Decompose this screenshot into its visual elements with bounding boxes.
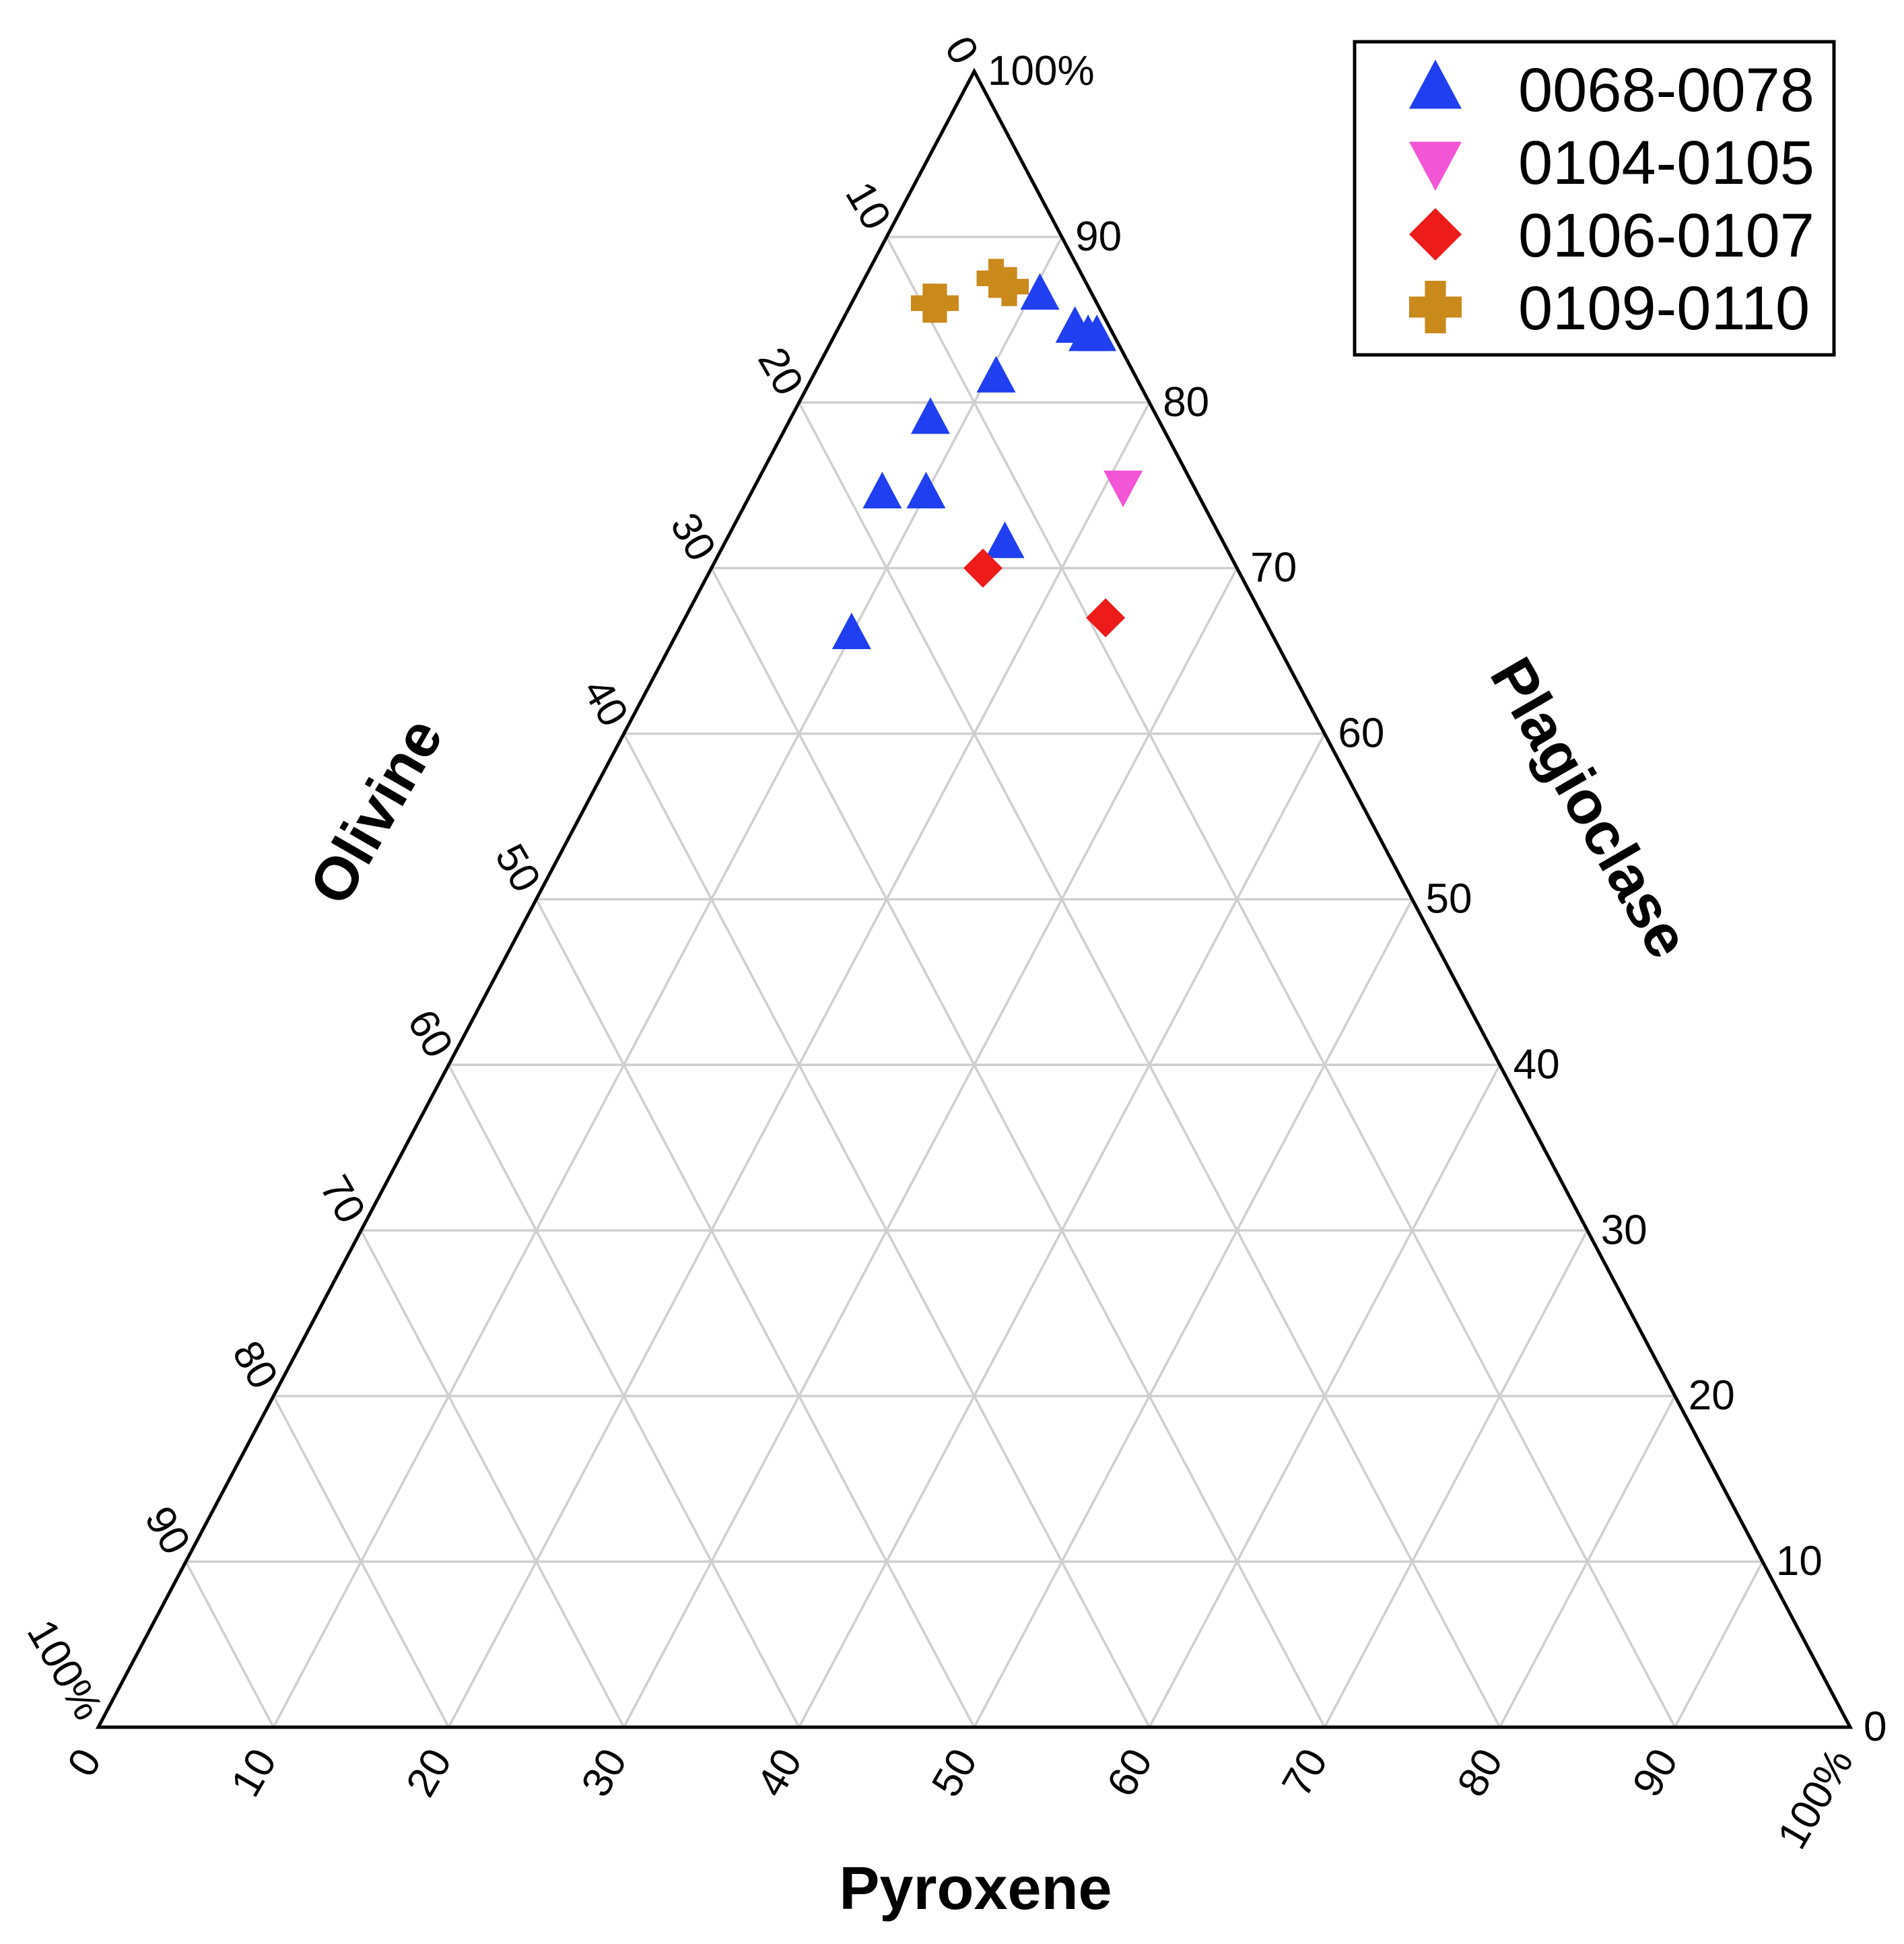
legend-item-0106-0107: 0106-0107 xyxy=(1409,201,1814,270)
legend-marker-0104-0105 xyxy=(1409,141,1462,191)
legend-item-0068-0078: 0068-0078 xyxy=(1409,56,1814,125)
gridline-pyroxene-90 xyxy=(1674,1561,1764,1728)
gridline-pyroxene-50 xyxy=(973,898,1414,1728)
legend-marker-0106-0107 xyxy=(1409,208,1462,261)
series-0106-0107 xyxy=(963,548,1126,638)
data-point-0106-0107-0 xyxy=(963,548,1003,588)
gridline-olivine-50 xyxy=(535,898,976,1728)
gridline-olivine-90 xyxy=(184,1561,275,1728)
legend-item-0109-0110: 0109-0110 xyxy=(1409,274,1810,343)
plagioclase-axis-title: Plagioclase xyxy=(1477,647,1702,970)
pyroxene-tick-4: 40 xyxy=(748,1741,811,1805)
plagioclase-tick-10: 100% xyxy=(988,48,1095,94)
data-points xyxy=(831,259,1143,649)
data-point-0109-0110-1 xyxy=(919,283,959,323)
data-point-0068-0078-0 xyxy=(1020,273,1060,310)
plagioclase-tick-5: 50 xyxy=(1426,876,1472,923)
frame-layer xyxy=(95,67,1854,1729)
plagioclase-tick-3: 30 xyxy=(1601,1207,1647,1253)
plagioclase-tick-1: 10 xyxy=(1776,1538,1823,1584)
pyroxene-tick-10: 100% xyxy=(1769,1741,1862,1857)
pyroxene-tick-3: 30 xyxy=(572,1741,636,1805)
pyroxene-tick-9: 90 xyxy=(1624,1741,1687,1805)
gridline-olivine-70 xyxy=(360,1230,625,1728)
data-point-0104-0105-0 xyxy=(1103,470,1143,508)
data-point-0068-0078-8 xyxy=(985,521,1025,558)
pyroxene-tick-7: 70 xyxy=(1273,1741,1336,1805)
legend-marker-0068-0078 xyxy=(1409,59,1462,109)
gridline-pyroxene-10 xyxy=(272,236,1063,1728)
olivine-tick-0: 0 xyxy=(936,29,988,72)
pyroxene-tick-1: 10 xyxy=(222,1741,285,1805)
data-point-0109-0110-3 xyxy=(990,267,1029,306)
plagioclase-tick-0: 0 xyxy=(1864,1704,1886,1750)
series-0104-0105 xyxy=(1103,470,1143,508)
series-0068-0078 xyxy=(831,273,1117,649)
plagioclase-tick-8: 80 xyxy=(1163,379,1209,426)
data-point-0068-0078-5 xyxy=(910,397,950,434)
plagioclase-tick-4: 40 xyxy=(1514,1041,1560,1087)
pyroxene-tick-8: 80 xyxy=(1448,1741,1511,1805)
data-point-0068-0078-6 xyxy=(906,471,946,508)
pyroxene-tick-5: 50 xyxy=(923,1741,986,1805)
pyroxene-tick-0: 0 xyxy=(59,1741,110,1784)
legend-label-0109-0110: 0109-0110 xyxy=(1518,274,1810,343)
data-point-0106-0107-1 xyxy=(1086,598,1126,638)
pyroxene-tick-6: 60 xyxy=(1098,1741,1161,1805)
data-point-0109-0110-2 xyxy=(976,259,1016,298)
plagioclase-tick-6: 60 xyxy=(1338,710,1384,757)
data-point-0068-0078-9 xyxy=(831,612,871,649)
data-point-0068-0078-7 xyxy=(862,471,902,508)
olivine-axis-title: Olivine xyxy=(297,707,456,916)
legend-label-0106-0107: 0106-0107 xyxy=(1518,201,1814,270)
gridline-olivine-30 xyxy=(710,567,1326,1728)
legend-label-0068-0078: 0068-0078 xyxy=(1518,56,1814,125)
pyroxene-tick-2: 20 xyxy=(397,1741,461,1805)
plagioclase-tick-7: 70 xyxy=(1250,545,1297,591)
data-point-0068-0078-3 xyxy=(1077,314,1117,351)
series-0109-0110 xyxy=(910,259,1029,323)
data-point-0068-0078-4 xyxy=(976,356,1016,393)
legend-item-0104-0105: 0104-0105 xyxy=(1409,129,1814,197)
triangle-frame xyxy=(95,67,1854,1729)
grid-layer xyxy=(184,236,1764,1728)
gridline-pyroxene-70 xyxy=(1323,1230,1589,1728)
gridline-pyroxene-30 xyxy=(623,567,1238,1728)
pyroxene-axis-title: Pyroxene xyxy=(839,1855,1112,1922)
gridline-olivine-10 xyxy=(885,236,1676,1728)
olivine-tick-10: 100% xyxy=(18,1612,112,1728)
plagioclase-tick-2: 20 xyxy=(1689,1372,1735,1419)
legend-label-0104-0105: 0104-0105 xyxy=(1518,129,1814,197)
plagioclase-tick-9: 90 xyxy=(1075,213,1122,260)
legend-marker-0109-0110 xyxy=(1409,281,1462,333)
